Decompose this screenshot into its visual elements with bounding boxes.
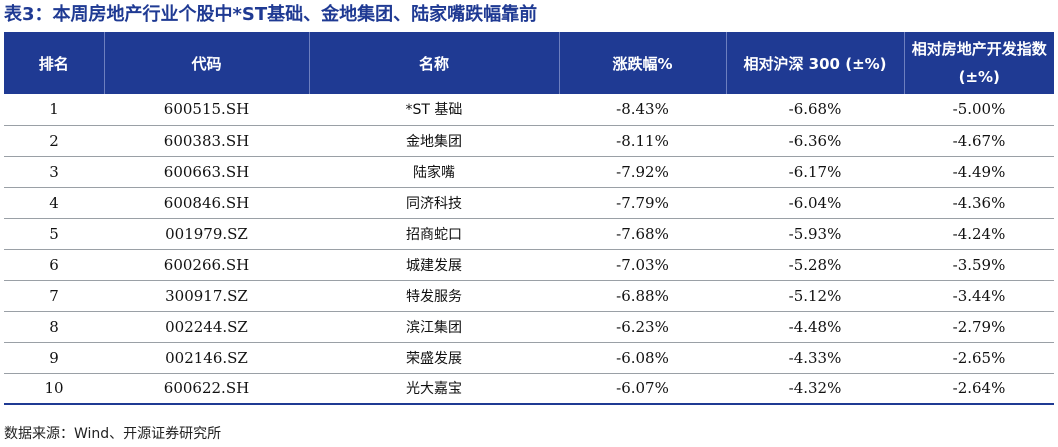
column-header-rel-hs300: 相对沪深 300 (±%) xyxy=(726,32,905,94)
cell-rel-index: -3.59% xyxy=(904,249,1054,281)
cell-name: 招商蛇口 xyxy=(309,218,559,250)
cell-change: -7.92% xyxy=(559,156,726,188)
table-row: 1 600515.SH *ST 基础 -8.43% -6.68% -5.00% xyxy=(4,94,1054,126)
cell-change: -6.07% xyxy=(559,373,726,405)
cell-rel-hs300: -4.33% xyxy=(726,342,904,374)
table-header-row: 排名 代码 名称 涨跌幅% 相对沪深 300 (±%) 相对房地产开发指数 (±… xyxy=(4,32,1054,94)
cell-rank: 5 xyxy=(4,218,104,250)
cell-rank: 3 xyxy=(4,156,104,188)
cell-name: 光大嘉宝 xyxy=(309,373,559,405)
cell-rel-index: -2.79% xyxy=(904,311,1054,343)
table-row: 4 600846.SH 同济科技 -7.79% -6.04% -4.36% xyxy=(4,187,1054,219)
cell-code: 002146.SZ xyxy=(104,342,309,374)
cell-rank: 8 xyxy=(4,311,104,343)
cell-rel-hs300: -4.48% xyxy=(726,311,904,343)
cell-rel-hs300: -5.28% xyxy=(726,249,904,281)
cell-rel-index: -4.49% xyxy=(904,156,1054,188)
cell-rank: 9 xyxy=(4,342,104,374)
cell-rel-hs300: -6.68% xyxy=(726,94,904,126)
table-caption: 表3：本周房地产行业个股中*ST基础、金地集团、陆家嘴跌幅靠前 xyxy=(4,4,538,25)
table-row: 3 600663.SH 陆家嘴 -7.92% -6.17% -4.49% xyxy=(4,156,1054,188)
cell-rank: 2 xyxy=(4,125,104,157)
cell-name: 荣盛发展 xyxy=(309,342,559,374)
cell-rel-index: -4.67% xyxy=(904,125,1054,157)
table-row: 9 002146.SZ 荣盛发展 -6.08% -4.33% -2.65% xyxy=(4,342,1054,374)
table-row: 2 600383.SH 金地集团 -8.11% -6.36% -4.67% xyxy=(4,125,1054,157)
cell-rel-hs300: -6.17% xyxy=(726,156,904,188)
cell-rel-index: -4.36% xyxy=(904,187,1054,219)
cell-code: 600846.SH xyxy=(104,187,309,219)
table-body: 1 600515.SH *ST 基础 -8.43% -6.68% -5.00% 2 60038… xyxy=(4,94,1054,405)
cell-name: 城建发展 xyxy=(309,249,559,281)
cell-rank: 7 xyxy=(4,280,104,312)
cell-rel-index: -4.24% xyxy=(904,218,1054,250)
table-row: 7 300917.SZ 特发服务 -6.88% -5.12% -3.44% xyxy=(4,280,1054,312)
source-note: 数据来源：Wind、开源证券研究所 xyxy=(4,426,222,442)
cell-change: -7.68% xyxy=(559,218,726,250)
stock-ranking-table: 排名 代码 名称 涨跌幅% 相对沪深 300 (±%) 相对房地产开发指数 (±… xyxy=(4,32,1054,405)
cell-change: -6.88% xyxy=(559,280,726,312)
cell-rank: 4 xyxy=(4,187,104,219)
column-header-rel-index-line1: 相对房地产开发指数 xyxy=(911,40,1047,58)
column-header-code: 代码 xyxy=(104,32,310,94)
cell-rank: 10 xyxy=(4,373,104,405)
column-header-name: 名称 xyxy=(309,32,560,94)
cell-rank: 6 xyxy=(4,249,104,281)
cell-change: -8.11% xyxy=(559,125,726,157)
cell-rel-hs300: -4.32% xyxy=(726,373,904,405)
cell-name: 滨江集团 xyxy=(309,311,559,343)
cell-name: 特发服务 xyxy=(309,280,559,312)
cell-rel-index: -2.65% xyxy=(904,342,1054,374)
cell-code: 002244.SZ xyxy=(104,311,309,343)
cell-rel-hs300: -5.12% xyxy=(726,280,904,312)
cell-name: *ST 基础 xyxy=(309,94,559,126)
cell-rel-hs300: -6.04% xyxy=(726,187,904,219)
cell-code: 300917.SZ xyxy=(104,280,309,312)
cell-code: 600383.SH xyxy=(104,125,309,157)
column-header-rel-index: 相对房地产开发指数 (±%) xyxy=(904,32,1054,94)
cell-change: -7.79% xyxy=(559,187,726,219)
cell-rel-index: -2.64% xyxy=(904,373,1054,405)
cell-rel-hs300: -6.36% xyxy=(726,125,904,157)
column-header-rank: 排名 xyxy=(4,32,105,94)
cell-change: -6.08% xyxy=(559,342,726,374)
cell-change: -8.43% xyxy=(559,94,726,126)
cell-rel-index: -5.00% xyxy=(904,94,1054,126)
cell-rank: 1 xyxy=(4,94,104,126)
column-header-change: 涨跌幅% xyxy=(559,32,727,94)
column-header-rel-index-line2: (±%) xyxy=(958,68,1000,86)
table-row: 6 600266.SH 城建发展 -7.03% -5.28% -3.59% xyxy=(4,249,1054,281)
cell-name: 同济科技 xyxy=(309,187,559,219)
cell-name: 金地集团 xyxy=(309,125,559,157)
table-row: 8 002244.SZ 滨江集团 -6.23% -4.48% -2.79% xyxy=(4,311,1054,343)
cell-code: 600622.SH xyxy=(104,373,309,405)
cell-change: -6.23% xyxy=(559,311,726,343)
cell-code: 600266.SH xyxy=(104,249,309,281)
cell-code: 600515.SH xyxy=(104,94,309,126)
cell-rel-hs300: -5.93% xyxy=(726,218,904,250)
cell-change: -7.03% xyxy=(559,249,726,281)
cell-code: 001979.SZ xyxy=(104,218,309,250)
cell-rel-index: -3.44% xyxy=(904,280,1054,312)
table-row: 10 600622.SH 光大嘉宝 -6.07% -4.32% -2.64% xyxy=(4,373,1054,405)
table-row: 5 001979.SZ 招商蛇口 -7.68% -5.93% -4.24% xyxy=(4,218,1054,250)
cell-code: 600663.SH xyxy=(104,156,309,188)
cell-name: 陆家嘴 xyxy=(309,156,559,188)
